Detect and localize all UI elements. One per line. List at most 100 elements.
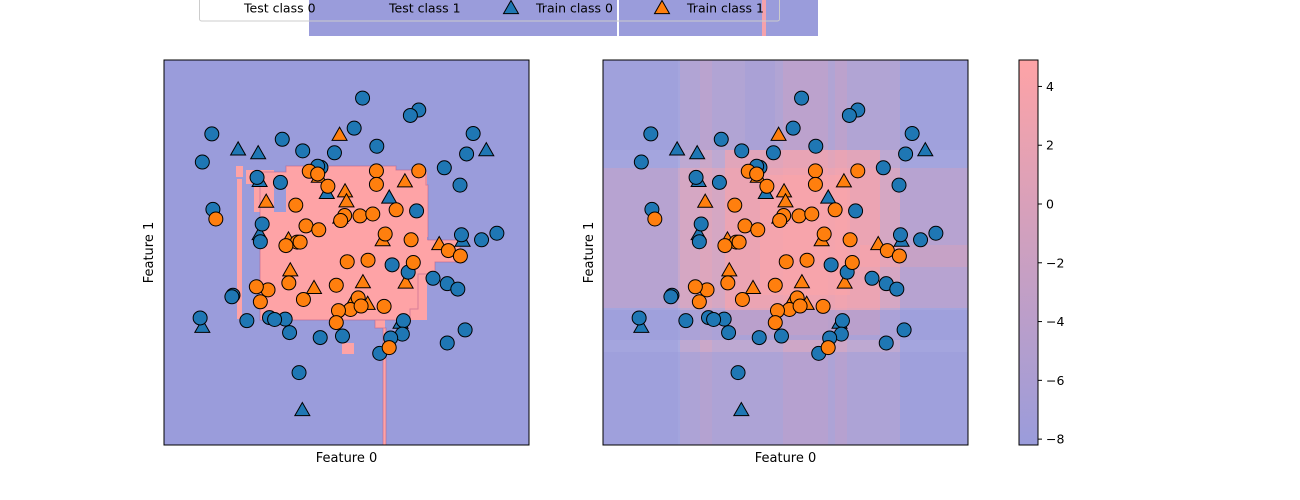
left-test-class-0-point-0 [355,90,371,106]
left-test-class-0-point-11 [272,174,288,190]
right-points [631,90,944,417]
left-test-class-0-point-46 [267,311,283,327]
colorbar: 4 2 0 −2 −4 −6 −8 [1018,59,1064,447]
right-test-class-1-point-3 [850,163,866,179]
left-test-class-0-point-6 [369,138,385,154]
left-subplot: Feature 0 Feature 1 [142,59,530,466]
right-test-class-0-point-3 [643,126,659,142]
right-train-class-1-point-0 [770,126,787,141]
left-test-class-0-point-24 [489,225,505,241]
legend-marker-train-class-1 [653,0,671,15]
left-test-class-0-point-10 [249,169,265,185]
left-test-class-0-point-40 [312,330,328,346]
left-test-class-1-point-8 [333,213,349,229]
left-test-class-0-point-39 [282,325,298,341]
left-test-class-1-point-5 [320,178,336,194]
right-test-class-0-point-46 [706,311,722,327]
left-test-class-1-point-3 [411,163,427,179]
left-test-class-0-point-17 [452,177,468,193]
right-test-class-1-point-8 [772,213,788,229]
left-test-class-1-point-4 [368,176,384,192]
right-test-class-0-point-8 [765,145,781,161]
right-test-class-0-point-45 [730,365,746,381]
right-test-class-0-point-32 [631,310,647,326]
right-test-class-1-point-35 [767,315,783,331]
left-test-class-0-point-41 [334,328,350,344]
right-test-class-0-point-21 [691,234,707,250]
left-test-class-0-point-12 [436,160,452,176]
right-test-class-1-point-29 [691,294,707,310]
right-test-class-1-point-4 [807,176,823,192]
left-test-class-0-point-29 [450,281,466,297]
legend-strip-gap [617,0,619,36]
right-test-class-1-point-17 [816,226,832,242]
right-test-class-0-point-12 [875,160,891,176]
colorbar-tick-label-6: −8 [1046,432,1064,447]
right-train-class-0-point-6 [632,318,650,333]
right-test-class-0-point-13 [898,146,914,162]
left-test-class-0-point-37 [457,322,473,338]
colorbar-gradient [1018,59,1039,446]
left-test-class-0-point-45 [291,365,307,381]
left-test-class-0-point-4 [274,131,290,147]
left-test-class-1-point-26 [281,275,297,291]
left-test-class-1-point-37 [248,279,264,295]
right-xlabel: Feature 0 [755,451,817,466]
right-test-class-1-point-20 [891,248,907,264]
colorbar-tick-label-3: −2 [1046,255,1064,270]
right-test-class-1-point-16 [731,234,747,250]
left-train-class-0-point-9 [249,144,267,160]
legend-label-train-class-0: Train class 0 [535,1,613,16]
left-test-class-0-point-8 [326,145,342,161]
right-test-class-0-point-23 [913,232,929,248]
colorbar-tick-label-1: 2 [1046,138,1054,153]
right-test-class-1-point-1 [749,166,765,182]
right-test-class-0-point-6 [808,138,824,154]
right-test-class-0-point-11 [711,174,727,190]
left-train-class-1-point-15 [338,192,355,208]
right-train-class-0-point-0 [668,140,686,156]
left-train-class-1-point-10 [354,273,372,289]
right-test-class-0-point-24 [928,225,944,241]
left-test-class-0-point-23 [474,232,490,248]
left-test-class-1-point-20 [452,248,468,264]
right-test-class-1-point-37 [687,279,703,295]
right-test-class-1-point-36 [820,340,836,356]
left-test-class-0-point-13 [459,146,475,162]
right-test-class-0-point-42 [878,335,894,351]
left-test-class-1-point-15 [278,238,294,254]
colorbar-tick-label-5: −6 [1046,373,1064,388]
left-axes-frame [163,59,530,446]
right-test-class-0-point-29 [889,281,905,297]
left-test-class-1-point-9 [352,208,368,224]
left-test-class-1-point-6 [288,197,304,213]
right-axes-frame [602,59,969,446]
legend-label-train-class-1: Train class 1 [686,1,764,16]
right-test-class-0-point-14 [904,126,920,142]
left-ylabel: Feature 1 [142,222,157,284]
left-train-class-1-point-11 [397,274,414,289]
left-train-class-1-point-9 [305,279,323,295]
left-test-class-1-point-24 [208,211,224,227]
colorbar-tick-label-0: 4 [1046,79,1054,94]
right-ylabel: Feature 1 [582,222,597,284]
right-train-class-1-point-11 [836,274,853,289]
right-decision-function [603,60,968,445]
left-test-class-0-point-42 [439,335,455,351]
right-test-class-1-point-2 [807,163,823,179]
right-test-class-0-point-2 [841,107,857,123]
right-test-class-1-point-6 [727,197,743,213]
right-test-class-1-point-26 [720,275,736,291]
right-test-class-0-point-33 [678,313,694,329]
right-test-class-1-point-18 [842,232,858,248]
right-train-class-1-point-15 [777,192,794,208]
left-test-class-1-point-27 [328,277,344,293]
legend-label-test-class-1: Test class 1 [388,1,461,16]
left-test-class-0-point-31 [224,289,240,305]
left-test-class-0-point-7 [295,143,311,159]
right-test-class-1-point-10 [804,206,820,222]
right-test-class-0-point-7 [734,143,750,159]
right-train-class-0-point-5 [916,141,934,157]
right-test-class-1-point-9 [791,208,807,224]
right-train-class-0-point-10 [819,188,837,204]
